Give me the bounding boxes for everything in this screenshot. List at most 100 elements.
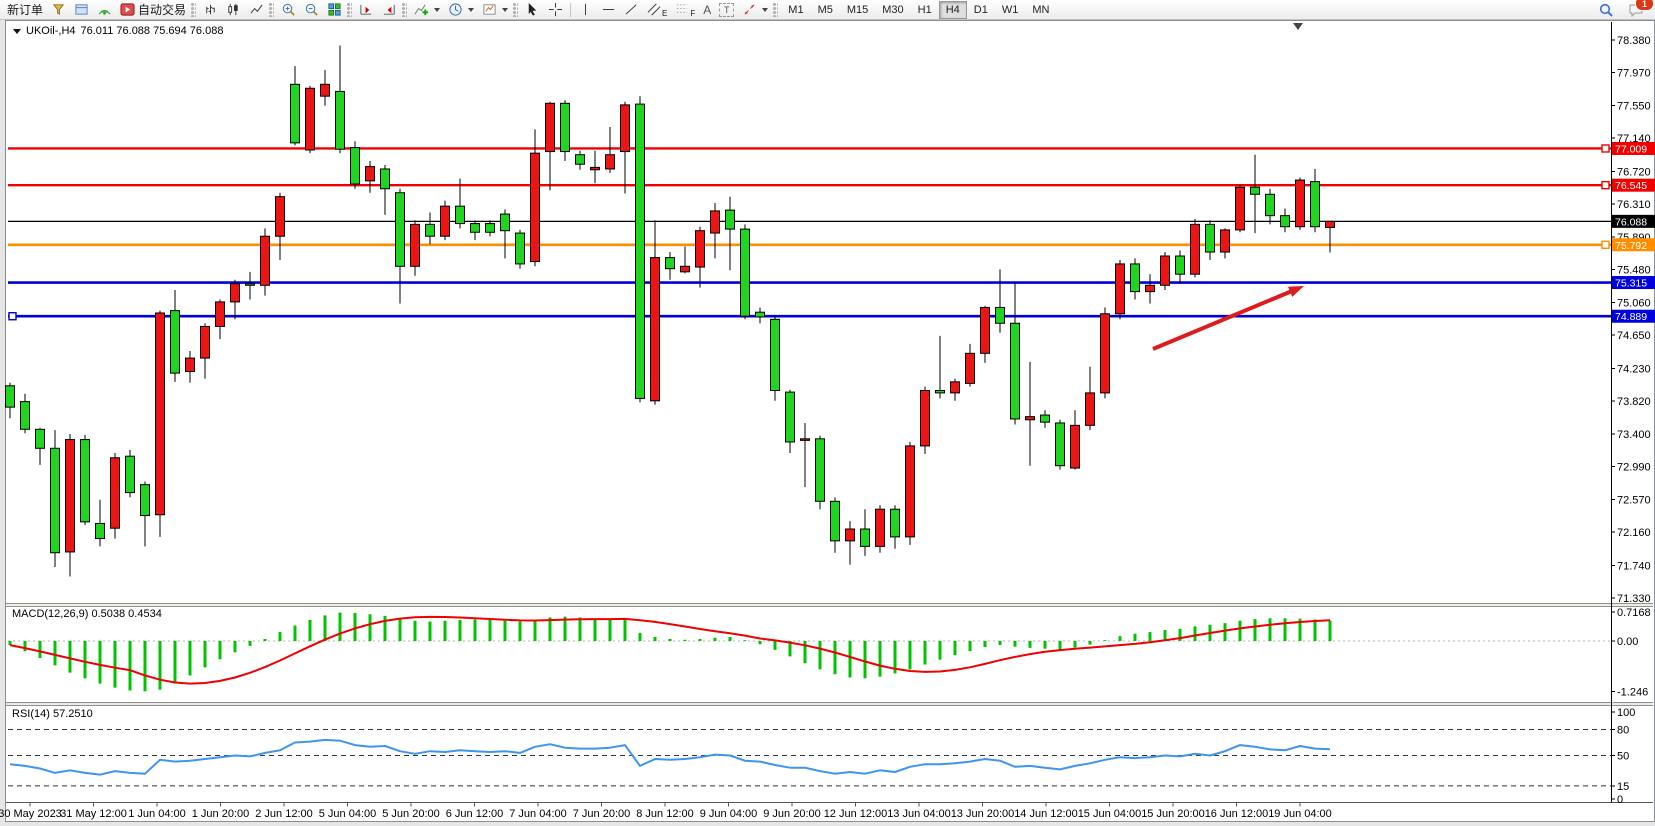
timeframe-button-M5[interactable]: M5 <box>817 3 833 16</box>
templates-button[interactable] <box>478 0 512 19</box>
svg-text:14 Jun 12:00: 14 Jun 12:00 <box>1014 808 1078 820</box>
arrows-icon <box>742 2 757 17</box>
main-toolbar: 新订单 自动交易 <box>0 0 1655 20</box>
channel-tool-label: E <box>662 9 668 18</box>
zoom-in-icon <box>281 2 296 17</box>
svg-text:9 Jun 20:00: 9 Jun 20:00 <box>763 808 821 820</box>
chart-shift-button[interactable] <box>355 0 378 19</box>
zoom-in-button[interactable] <box>277 0 300 19</box>
trendline-button[interactable] <box>620 0 643 19</box>
svg-text:30 May 2023: 30 May 2023 <box>0 808 62 820</box>
svg-text:15 Jun 04:00: 15 Jun 04:00 <box>1078 808 1142 820</box>
text-label-icon: T <box>719 2 735 17</box>
svg-text:6 Jun 12:00: 6 Jun 12:00 <box>446 808 504 820</box>
svg-text:76.545: 76.545 <box>1615 180 1647 192</box>
chevron-down-icon <box>762 7 769 12</box>
svg-text:13 Jun 20:00: 13 Jun 20:00 <box>951 808 1015 820</box>
notification-badge: 1 <box>1635 0 1654 11</box>
auto-trading-label: 自动交易 <box>138 3 187 17</box>
data-window-button[interactable] <box>70 0 93 19</box>
trendline-icon <box>624 2 639 17</box>
timeframe-button-M30[interactable]: M30 <box>882 3 904 16</box>
svg-text:0: 0 <box>1617 794 1623 806</box>
indicators-icon <box>414 2 429 17</box>
search-button[interactable] <box>1594 0 1618 19</box>
svg-text:76.720: 76.720 <box>1617 166 1651 178</box>
timeframe-button-H4[interactable]: H4 <box>938 0 967 19</box>
macd-pane[interactable] <box>8 607 1611 702</box>
time-axis[interactable] <box>8 803 1611 821</box>
tile-windows-icon <box>327 2 342 17</box>
equidistant-channel-button[interactable]: E <box>643 0 671 19</box>
periods-icon <box>448 2 463 17</box>
funnel-icon <box>51 2 66 17</box>
timeframe-button-H1[interactable]: H1 <box>917 3 932 16</box>
svg-text:2 Jun 12:00: 2 Jun 12:00 <box>255 808 313 820</box>
price-axis[interactable] <box>1611 22 1655 802</box>
svg-text:73.820: 73.820 <box>1617 396 1651 408</box>
vertical-line-button[interactable] <box>574 0 597 19</box>
periods-button[interactable] <box>444 0 478 19</box>
svg-text:12 Jun 12:00: 12 Jun 12:00 <box>824 808 888 820</box>
auto-trading-button[interactable]: 自动交易 <box>116 0 190 19</box>
signal-button[interactable] <box>93 0 116 19</box>
text-label-button[interactable]: T <box>715 0 738 19</box>
fibonacci-tool-label: F <box>690 9 696 18</box>
svg-text:71.740: 71.740 <box>1617 560 1651 572</box>
auto-trading-icon <box>120 2 135 17</box>
tile-windows-button[interactable] <box>323 0 346 19</box>
crosshair-button[interactable] <box>544 0 567 19</box>
chevron-down-icon <box>434 7 441 12</box>
cursor-button[interactable] <box>521 0 544 19</box>
arrows-button[interactable] <box>738 0 772 19</box>
svg-text:15 Jun 20:00: 15 Jun 20:00 <box>1141 808 1205 820</box>
bar-chart-icon <box>203 2 218 17</box>
svg-text:1 Jun 20:00: 1 Jun 20:00 <box>192 808 250 820</box>
text-icon: A <box>703 2 712 17</box>
svg-text:50: 50 <box>1617 751 1629 763</box>
line-chart-button[interactable] <box>245 0 268 19</box>
svg-text:77.550: 77.550 <box>1617 101 1651 113</box>
svg-text:7 Jun 20:00: 7 Jun 20:00 <box>573 808 631 820</box>
fibonacci-icon <box>675 2 690 17</box>
timeframe-button-M15[interactable]: M15 <box>846 3 869 16</box>
chart-dropdown-icon[interactable] <box>13 28 21 34</box>
zoom-out-button[interactable] <box>300 0 323 19</box>
chart-symbol-period: UKOil-,H4 <box>26 25 76 37</box>
chart-window[interactable] <box>5 20 1655 822</box>
horizontal-line-button[interactable] <box>597 0 620 19</box>
rsi-pane[interactable] <box>8 706 1611 802</box>
horizontal-line-icon <box>601 2 616 17</box>
auto-scroll-button[interactable] <box>378 0 401 19</box>
fibonacci-button[interactable]: F <box>671 0 699 19</box>
svg-text:78.380: 78.380 <box>1617 35 1651 47</box>
auto-scroll-icon <box>382 2 397 17</box>
timeframe-button-W1[interactable]: W1 <box>1001 3 1019 16</box>
funnel-button[interactable] <box>47 0 70 19</box>
timeframe-button-M1[interactable]: M1 <box>788 3 804 16</box>
svg-text:16 Jun 12:00: 16 Jun 12:00 <box>1205 808 1269 820</box>
new-order-button[interactable]: 新订单 <box>3 0 47 19</box>
notifications-button[interactable]: 1 <box>1624 0 1654 19</box>
svg-text:15: 15 <box>1617 781 1629 793</box>
svg-text:-1.246: -1.246 <box>1617 687 1648 699</box>
svg-text:75.792: 75.792 <box>1615 240 1647 252</box>
text-button[interactable]: A <box>699 0 715 19</box>
indicators-button[interactable] <box>410 0 444 19</box>
candlestick-chart-button[interactable] <box>222 0 245 19</box>
zoom-out-icon <box>304 2 319 17</box>
svg-text:80: 80 <box>1617 724 1629 736</box>
chart-title: UKOil-,H4 76.011 76.088 75.694 76.088 <box>13 25 223 37</box>
toolbar-grip <box>191 2 197 17</box>
toolbar-grip <box>513 2 519 17</box>
svg-text:5 Jun 20:00: 5 Jun 20:00 <box>382 808 440 820</box>
toolbar-separator <box>570 2 572 17</box>
toolbar-grip <box>402 2 408 17</box>
bar-chart-button[interactable] <box>199 0 222 19</box>
main-chart-pane[interactable] <box>8 22 1611 603</box>
svg-text:74.230: 74.230 <box>1617 363 1651 375</box>
timeframe-button-D1[interactable]: D1 <box>973 3 988 16</box>
timeframe-button-MN[interactable]: MN <box>1032 3 1050 16</box>
chart-ohlc-values: 76.011 76.088 75.694 76.088 <box>80 25 224 37</box>
